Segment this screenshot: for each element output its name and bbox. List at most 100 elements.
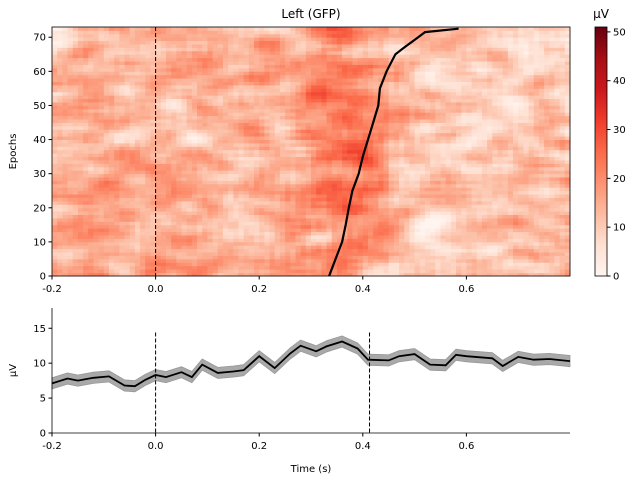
heatmap-cell [259, 207, 265, 212]
heatmap-cell [528, 149, 535, 154]
heatmap-cell [399, 163, 405, 168]
heatmap-cell [321, 156, 327, 161]
heatmap-cell [559, 272, 566, 277]
heatmap-cell [564, 142, 571, 147]
heatmap-cell [347, 166, 353, 171]
heatmap-cell [243, 228, 250, 233]
heatmap-cell [383, 204, 390, 209]
heatmap-cell [295, 139, 302, 144]
heatmap-cell [52, 177, 58, 181]
heatmap-cell [233, 187, 239, 192]
heatmap-cell [124, 173, 131, 178]
heatmap-cell [57, 166, 63, 171]
heatmap-cell [352, 132, 359, 137]
heatmap-cell [207, 166, 213, 171]
heatmap-cell [502, 248, 509, 253]
heatmap-cell [202, 235, 208, 239]
heatmap-cell [140, 231, 146, 236]
heatmap-cell [228, 231, 234, 236]
heatmap-cell [57, 119, 63, 123]
heatmap-cell [238, 108, 245, 113]
heatmap-cell [305, 235, 312, 239]
heatmap-cell [523, 156, 529, 161]
heatmap-cell [326, 132, 333, 137]
heatmap-cell [507, 146, 514, 151]
heatmap-cell [176, 235, 182, 239]
heatmap-cell [533, 139, 540, 144]
heatmap-cell [155, 255, 162, 260]
heatmap-cell [243, 241, 250, 246]
heatmap-cell [461, 105, 467, 110]
heatmap-cell [316, 231, 322, 236]
heatmap-cell [222, 183, 229, 188]
heatmap-cell [67, 197, 74, 202]
heatmap-cell [326, 231, 333, 236]
heatmap-cell [492, 187, 498, 192]
heatmap-cell [435, 218, 441, 222]
heatmap-cell [52, 119, 58, 123]
heatmap-cell [409, 132, 415, 137]
heatmap-cell [269, 108, 276, 113]
heatmap-cell [98, 129, 105, 134]
heatmap-cell [435, 258, 441, 263]
heatmap-cell [549, 214, 555, 219]
heatmap-cell [171, 170, 177, 175]
heatmap-cell [466, 170, 472, 175]
heatmap-cell [305, 255, 312, 260]
heatmap-cell [212, 252, 219, 256]
heatmap-cell [222, 142, 229, 147]
heatmap-cell [103, 200, 110, 205]
heatmap-cell [191, 204, 198, 209]
heatmap-cell [52, 163, 58, 168]
heatmap-cell [523, 228, 529, 233]
heatmap-cell [181, 200, 188, 205]
heatmap-cell [538, 238, 545, 243]
heatmap-cell [129, 248, 136, 253]
heatmap-cell [279, 149, 286, 154]
heatmap-cell [88, 177, 94, 181]
heatmap-cell [140, 204, 146, 209]
heatmap-cell [404, 129, 410, 134]
heatmap-cell [155, 235, 162, 239]
heatmap-cell [300, 177, 307, 181]
heatmap-cell [342, 163, 348, 168]
heatmap-cell [222, 129, 229, 134]
heatmap-cell [378, 218, 384, 222]
heatmap-cell [559, 245, 566, 250]
heatmap-cell [471, 197, 478, 202]
heatmap-cell [424, 112, 431, 117]
heatmap-cell [67, 125, 74, 130]
heatmap-cell [544, 190, 550, 195]
heatmap-cell [316, 214, 322, 219]
heatmap-cell [186, 252, 193, 256]
heatmap-cell [507, 170, 514, 175]
heatmap-cell [207, 252, 213, 256]
heatmap-cell [228, 241, 234, 246]
heatmap-cell [264, 108, 270, 113]
heatmap-cell [108, 197, 115, 202]
heatmap-cell [290, 207, 296, 212]
heatmap-cell [554, 248, 561, 253]
heatmap-cell [316, 163, 322, 168]
heatmap-cell [414, 228, 421, 233]
heatmap-cell [362, 252, 369, 256]
heatmap-cell [181, 224, 188, 229]
heatmap-cell [279, 262, 286, 267]
heatmap-cell [222, 218, 229, 222]
heatmap-cell [383, 180, 390, 185]
heatmap-cell [326, 166, 333, 171]
heatmap-cell [549, 238, 555, 243]
heatmap-cell [435, 252, 441, 256]
heatmap-cell [129, 146, 136, 151]
heatmap-cell [378, 146, 384, 151]
heatmap-cell [129, 112, 136, 117]
heatmap-cell [399, 183, 405, 188]
heatmap-cell [217, 221, 224, 226]
heatmap-cell [342, 207, 348, 212]
heatmap-cell [450, 132, 457, 137]
heatmap-cell [502, 221, 509, 226]
heatmap-cell [290, 238, 296, 243]
heatmap-cell [171, 255, 177, 260]
heatmap-cell [393, 258, 400, 263]
heatmap-cell [217, 142, 224, 147]
